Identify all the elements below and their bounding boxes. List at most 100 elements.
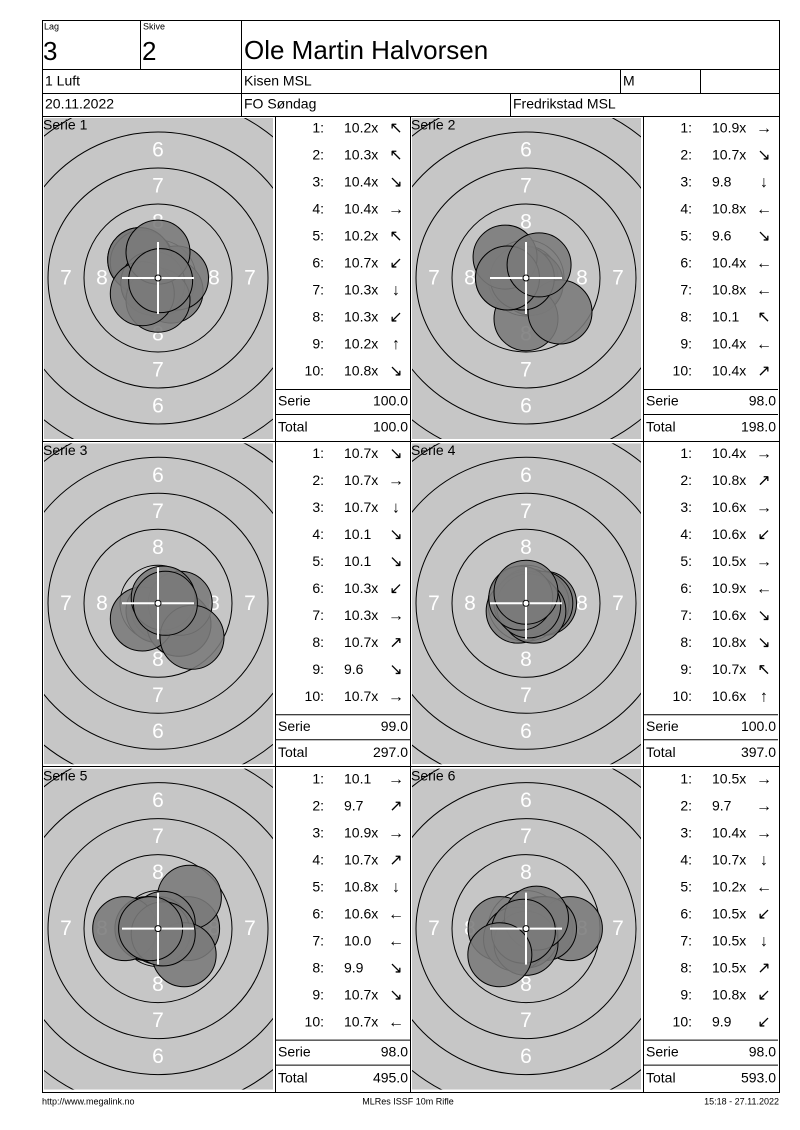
shot-score: 10.7x <box>344 688 378 704</box>
target-ring <box>412 131 641 425</box>
serie-label: Serie <box>646 1043 679 1059</box>
total-score: 593.0 <box>741 1069 776 1085</box>
shot-number: 4: <box>312 526 324 542</box>
club: Kisen MSL <box>244 73 312 89</box>
shot-direction: ↗ <box>389 635 402 652</box>
target-ring <box>412 782 641 1076</box>
ring-label: 8 <box>576 267 588 290</box>
serie-score: 98.0 <box>749 393 776 409</box>
shot-direction: ← <box>388 1014 404 1031</box>
ring-label: 7 <box>612 917 624 940</box>
ring-label: 7 <box>60 592 72 615</box>
shot-number: 9: <box>680 661 692 677</box>
shot-number: 4: <box>680 201 692 217</box>
shot-score: 9.6 <box>344 661 364 677</box>
shot-score: 10.9x <box>712 580 746 596</box>
shot-score: 10.2x <box>712 878 746 894</box>
ring-label: 7 <box>152 175 164 198</box>
shot-number: 3: <box>680 824 692 840</box>
shot-score: 9.9 <box>712 1013 732 1029</box>
shot-score: 9.6 <box>712 228 732 244</box>
shot-number: 9: <box>312 986 324 1002</box>
target-ring <box>83 528 233 678</box>
shot <box>128 248 194 314</box>
shot-direction: ↗ <box>757 960 770 977</box>
class: 1 Luft <box>45 73 80 89</box>
ring-label: 7 <box>152 825 164 848</box>
shot-direction: ← <box>756 282 772 299</box>
shot-score: 10.1 <box>712 309 739 325</box>
shot-number: 9: <box>680 336 692 352</box>
shot-number: 8: <box>312 959 324 975</box>
shot-number: 5: <box>680 878 692 894</box>
shot-score: 10.5x <box>712 932 746 948</box>
target-ring <box>47 818 269 1040</box>
total-label: Total <box>646 419 676 435</box>
shot-direction: ↓ <box>760 174 768 191</box>
ring-label: 6 <box>152 395 164 418</box>
shot-score: 10.4x <box>712 336 746 352</box>
target-ring <box>83 854 233 1004</box>
shot-direction: ↗ <box>389 798 402 815</box>
shot-direction: ↘ <box>757 608 770 625</box>
ring-label: 6 <box>152 464 164 487</box>
ring-label: 8 <box>152 536 164 559</box>
ring-label: 8 <box>96 592 108 615</box>
ring-label: 8 <box>520 536 532 559</box>
shot-direction: → <box>756 120 772 137</box>
shot-number: 2: <box>680 472 692 488</box>
ring-label: 6 <box>520 720 532 743</box>
center-dot <box>154 274 162 282</box>
shot-score: 10.8x <box>344 878 378 894</box>
ring-label: 7 <box>152 684 164 707</box>
shot-direction: ← <box>388 933 404 950</box>
shot-direction: ↗ <box>757 363 770 380</box>
shot-score: 10.3x <box>344 580 378 596</box>
shot-direction: → <box>388 689 404 706</box>
total-score: 297.0 <box>373 744 408 760</box>
shot-number: 6: <box>680 905 692 921</box>
shot-number: 6: <box>680 580 692 596</box>
shot-number: 2: <box>680 797 692 813</box>
shot-direction: ↘ <box>389 987 402 1004</box>
shot-number: 4: <box>680 526 692 542</box>
shot-number: 8: <box>312 309 324 325</box>
target: 6 6 7 7 7 7 8 8 8 8 <box>44 443 273 765</box>
shot-score: 10.8x <box>712 472 746 488</box>
ring-label: 6 <box>520 789 532 812</box>
shot-score: 10.3x <box>344 309 378 325</box>
ring-label: 6 <box>152 139 164 162</box>
shot-number: 1: <box>312 770 324 786</box>
shot-direction: ↙ <box>757 527 770 544</box>
shot-direction: ↗ <box>389 852 402 869</box>
ring-label: 8 <box>152 973 164 996</box>
shot-direction: ↙ <box>757 1014 770 1031</box>
target-ring <box>412 456 641 750</box>
shot-score: 10.7x <box>344 1013 378 1029</box>
ring-label: 8 <box>520 973 532 996</box>
shot-direction: ↙ <box>389 581 402 598</box>
shot-direction: → <box>388 608 404 625</box>
shot-score: 10.7x <box>712 661 746 677</box>
shot-score: 10.7x <box>344 851 378 867</box>
footer-program: MLRes ISSF 10m Rifle <box>362 1096 454 1106</box>
shot-number: 5: <box>312 553 324 569</box>
shot-direction: ← <box>756 336 772 353</box>
lag-label: Lag <box>44 21 59 31</box>
shot-number: 3: <box>680 174 692 190</box>
shot-direction: → <box>388 771 404 788</box>
ring-label: 8 <box>152 648 164 671</box>
ring-label: 7 <box>520 684 532 707</box>
shot-score: 10.6x <box>712 607 746 623</box>
shot-direction: → <box>756 798 772 815</box>
footer-timestamp: 15:18 - 27.11.2022 <box>704 1096 779 1106</box>
shot-number: 3: <box>312 499 324 515</box>
ring-label: 7 <box>60 917 72 940</box>
shot-score: 10.5x <box>712 770 746 786</box>
target-ring <box>83 203 233 353</box>
shot-direction: ↖ <box>757 309 770 326</box>
ring-label: 6 <box>520 139 532 162</box>
shot-direction: ← <box>756 581 772 598</box>
shot-number: 2: <box>312 797 324 813</box>
shot-number: 10: <box>673 363 692 379</box>
